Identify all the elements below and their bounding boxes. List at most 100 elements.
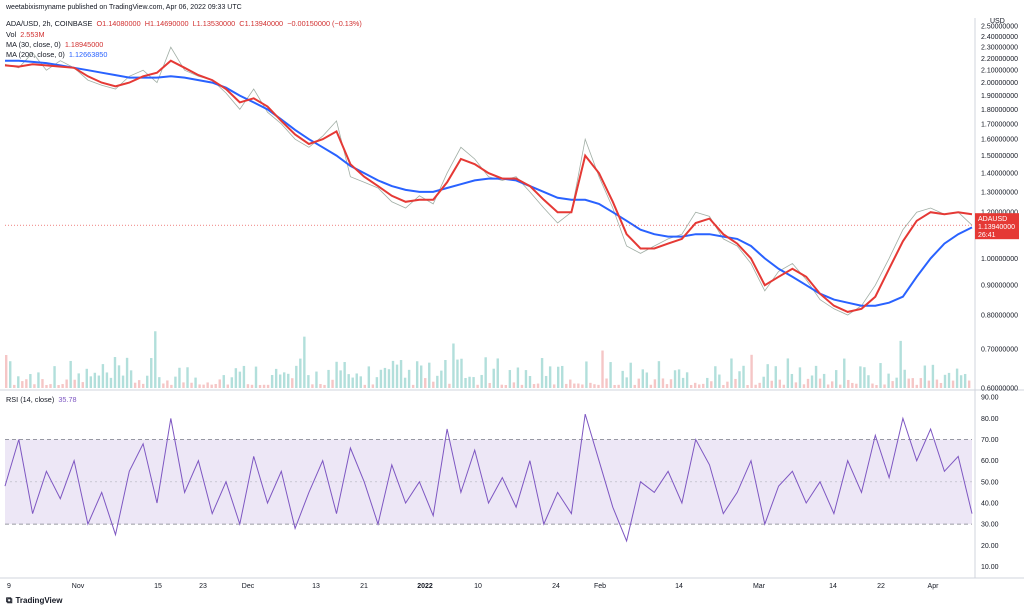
volume-bar [383, 367, 387, 388]
volume-bar [536, 383, 540, 388]
time-tick-label: 14 [829, 583, 837, 590]
ohlc-legend: ADA/USD, 2h, COINBASE O1.14080000 H1.146… [6, 19, 362, 28]
time-tick-label: 15 [154, 583, 162, 590]
ma200-value: 1.12663850 [68, 50, 108, 59]
volume-bar [492, 368, 495, 388]
time-tick-label: 24 [552, 583, 560, 590]
volume-bar [597, 384, 600, 388]
tradingview-icon: ⧉ [6, 595, 13, 605]
volume-bar [307, 375, 310, 388]
volume-bar [77, 373, 80, 388]
volume-bar [456, 359, 459, 388]
volume-bar [242, 365, 246, 388]
volume-bar [319, 384, 322, 388]
volume-bar [13, 384, 16, 388]
volume-bar [476, 384, 479, 388]
volume-bar [33, 384, 36, 388]
volume-bar [577, 383, 580, 388]
volume-bar [649, 384, 653, 388]
price-tick-label: 1.40000000 [981, 171, 1018, 178]
volume-bar [887, 373, 890, 388]
rsi-tick-label: 50.00 [981, 479, 999, 486]
ma30-label: MA (30, close, 0) [6, 40, 61, 49]
symbol-label[interactable]: ADA/USD, 2h, COINBASE [6, 19, 93, 28]
volume-bar [778, 379, 781, 388]
volume-bar [863, 367, 866, 388]
volume-bar [238, 371, 242, 388]
volume-bar [387, 369, 391, 388]
volume-bar [45, 384, 48, 388]
volume-bar [141, 383, 145, 388]
close-value: C1.13940000 [239, 19, 284, 28]
volume-bar [532, 384, 536, 388]
volume-bar [363, 384, 366, 388]
volume-bar [508, 370, 512, 388]
volume-bar [154, 331, 157, 388]
volume-bar [565, 383, 568, 388]
volume-bar [843, 358, 846, 388]
volume-bar [710, 381, 713, 388]
price-tick-label: 2.40000000 [981, 34, 1018, 41]
volume-bar [65, 379, 68, 388]
volume-bars [5, 331, 971, 388]
volume-bar [258, 384, 262, 388]
price-tick-label: 2.30000000 [981, 45, 1018, 52]
volume-bar [955, 368, 959, 388]
price-tag-price: 1.13940000 [978, 224, 1015, 231]
volume-bar [444, 359, 447, 388]
ma200-line [5, 59, 973, 307]
rsi-legend[interactable]: RSI (14, close) 35.78 [6, 395, 77, 404]
volume-bar [802, 384, 806, 388]
volume-bar [641, 369, 645, 388]
volume-bar [839, 384, 842, 388]
change-value: −0.00150000 (−0.13%) [287, 19, 362, 28]
volume-bar [93, 372, 97, 388]
volume-bar [266, 384, 270, 388]
volume-bar [371, 384, 375, 388]
volume-bar [822, 373, 826, 388]
volume-bar [190, 382, 193, 388]
volume-bar [806, 378, 810, 388]
volume-bar [186, 367, 189, 388]
volume-bar [25, 379, 28, 388]
open-value: O1.14080000 [96, 19, 141, 28]
tradingview-logo[interactable]: ⧉ TradingView [6, 595, 62, 606]
volume-bar [730, 358, 733, 388]
time-tick-label: Dec [242, 583, 255, 590]
volume-bar [556, 366, 560, 388]
volume-bar [230, 377, 234, 388]
volume-bar [673, 370, 677, 388]
volume-bar [613, 384, 616, 388]
ma200-legend[interactable]: MA (200, close, 0) 1.12663850 [6, 50, 107, 59]
volume-bar [528, 375, 532, 388]
price-tick-label: 1.50000000 [981, 153, 1018, 160]
volume-bar [782, 384, 786, 388]
volume-bar [847, 379, 850, 388]
time-tick-label: 23 [199, 583, 207, 590]
ma30-legend[interactable]: MA (30, close, 0) 1.18945000 [6, 40, 103, 49]
volume-bar [5, 355, 8, 388]
volume-bar [750, 354, 753, 388]
volume-legend[interactable]: Vol 2.553M [6, 30, 45, 39]
time-tick-label: 10 [474, 583, 482, 590]
volume-bar [178, 367, 181, 388]
volume-bar [770, 380, 773, 388]
volume-bar [274, 368, 278, 388]
volume-bar [420, 365, 423, 388]
volume-bar [810, 375, 814, 388]
volume-bar [347, 374, 350, 388]
volume-bar [428, 362, 431, 388]
volume-bar [911, 378, 914, 388]
rsi-tick-label: 60.00 [981, 458, 999, 465]
volume-bar [915, 384, 918, 388]
time-tick-label: 21 [360, 583, 368, 590]
volume-bar [488, 382, 491, 388]
volume-bar [218, 379, 221, 388]
volume-bar [113, 357, 117, 388]
volume-bar [468, 376, 471, 388]
volume-bar [133, 382, 137, 388]
price-tick-label: 1.80000000 [981, 107, 1018, 114]
volume-bar [432, 381, 435, 388]
